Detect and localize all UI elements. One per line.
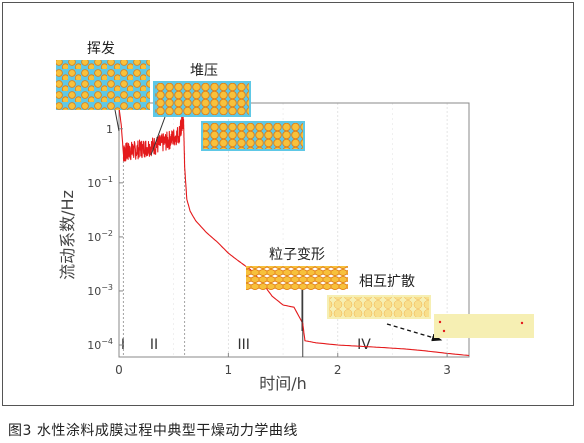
x-tick-labels: 0 1 2 3 (115, 353, 451, 377)
inset-evaporation: 挥发 (56, 41, 150, 132)
stage-label-IV: IV (357, 337, 371, 353)
pointer-evaporation (114, 109, 120, 132)
arrow-to-film (386, 323, 443, 342)
inset-packing: 堆压 (150, 63, 251, 156)
figure-caption: 图3 水性涂料成膜过程中典型干燥动力学曲线 (8, 423, 298, 439)
annotation-packing: 堆压 (190, 63, 218, 79)
inset-close-packed (201, 121, 305, 151)
annotation-evaporation: 挥发 (87, 41, 115, 57)
x-tick-label: 1 (225, 363, 233, 377)
annotation-deformation: 粒子变形 (269, 247, 325, 263)
y-axis-label: 流动系数/Hz (58, 190, 77, 280)
stage-label-II: II (150, 337, 158, 353)
plot-border (118, 102, 470, 358)
stage-label-III: III (237, 337, 249, 353)
series-line-0 (118, 107, 470, 357)
inset-final-film (434, 314, 534, 338)
y-tick-label: 10−3 (87, 283, 113, 298)
y-tick-label: 10−4 (87, 337, 113, 352)
annotation-interdiffusion: 相互扩散 (359, 274, 415, 290)
y-tick-labels: 1 10−1 10−2 10−3 10−4 (87, 123, 123, 352)
x-tick-label: 2 (334, 363, 342, 377)
plot-frame (118, 102, 470, 358)
series-layer (118, 107, 470, 357)
x-tick-label: 3 (443, 363, 451, 377)
inset-interdiffusion: 相互扩散 (327, 274, 443, 342)
y-tick-label: 10−1 (87, 175, 113, 190)
pointer-packing (150, 116, 166, 156)
inset-deformation: 粒子变形 (246, 247, 348, 331)
x-axis-label: 时间/h (259, 374, 307, 393)
y-tick-label: 1 (106, 123, 113, 136)
x-tick-label: 0 (115, 363, 123, 377)
y-tick-label: 10−2 (87, 229, 113, 244)
